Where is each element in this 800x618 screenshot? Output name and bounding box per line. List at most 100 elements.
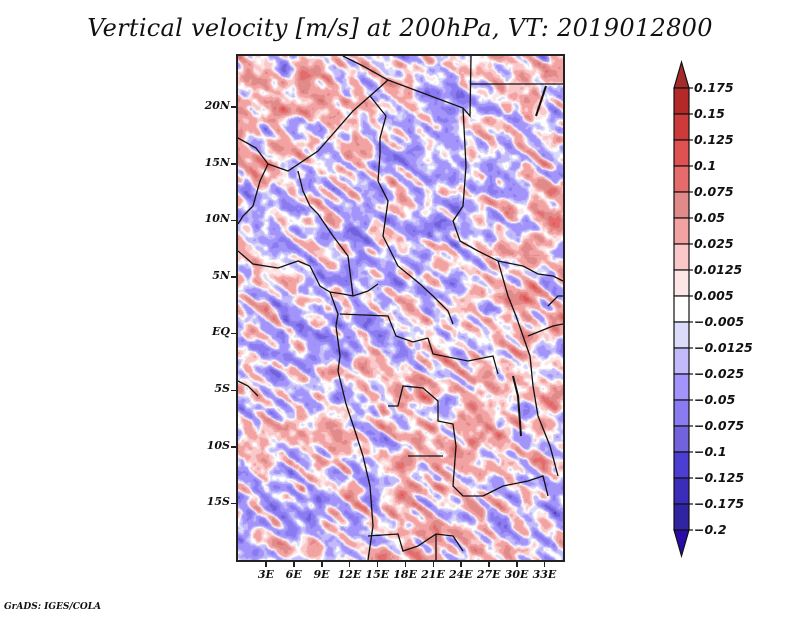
colorbar-segment [673, 295, 690, 323]
lon-tick-label: 27E [476, 568, 501, 581]
country-border [369, 95, 387, 182]
colorbar-label: 0.1 [694, 158, 717, 173]
colorbar-segment [673, 373, 690, 401]
country-border [522, 265, 563, 282]
vertical-velocity-field [238, 56, 563, 560]
lat-tick-label: 15S [206, 495, 230, 509]
country-border [297, 170, 334, 237]
colorbar-bottom-arrow [673, 529, 690, 559]
colorbar-segment [673, 347, 690, 375]
colorbar-label: 0.05 [694, 210, 725, 225]
lat-tick-label: EQ [212, 325, 230, 339]
colorbar-label: 0.175 [694, 80, 734, 95]
lat-tick-label: 20N [204, 98, 230, 112]
country-border [387, 56, 472, 118]
lat-tick [231, 389, 237, 392]
lon-tick [543, 561, 546, 567]
colorbar-label: 0.025 [694, 236, 734, 251]
colorbar-segment [673, 269, 690, 297]
lon-tick [293, 561, 295, 567]
map-plot-area [236, 54, 565, 562]
country-border [452, 107, 524, 267]
grads-credit: GrADS: IGES/COLA [4, 602, 102, 612]
colorbar-label: 0.0125 [694, 262, 743, 277]
colorbar-label: −0.175 [694, 496, 745, 511]
country-border [238, 250, 379, 297]
colorbar-segment [673, 165, 690, 193]
colorbar-top-arrow [673, 59, 690, 89]
lon-tick [376, 561, 379, 567]
country-border [332, 235, 354, 297]
lon-tick [488, 561, 490, 567]
lon-tick [516, 561, 518, 567]
lon-tick-label: 24E [448, 568, 473, 581]
chart-title: Vertical velocity [m/s] at 200hPa, VT: 2… [87, 14, 713, 42]
country-borders [238, 56, 563, 560]
lake-outline [512, 375, 522, 437]
country-border [377, 180, 454, 325]
lon-tick [460, 561, 462, 567]
country-border [388, 385, 483, 497]
lat-tick [231, 332, 237, 335]
lat-tick [231, 276, 237, 278]
lon-tick-label: 30E [504, 568, 529, 581]
colorbar-label: 0.15 [694, 106, 725, 121]
country-border [497, 260, 559, 477]
country-border [527, 323, 563, 337]
colorbar-label: −0.0125 [694, 340, 753, 355]
lon-tick-label: 33E [532, 568, 557, 581]
colorbar-segment [673, 399, 690, 427]
country-border [238, 163, 269, 225]
colorbar-label: −0.1 [694, 444, 727, 459]
country-border [367, 533, 464, 552]
colorbar-label: −0.025 [694, 366, 745, 381]
colorbar-segment [673, 139, 690, 167]
lon-tick-label: 6E [285, 568, 302, 581]
lat-tick-label: 10S [206, 438, 230, 452]
lon-tick [348, 561, 351, 567]
colorbar-segment [673, 477, 690, 505]
lon-tick-label: 15E [365, 568, 390, 581]
colorbar-label: 0.005 [694, 288, 734, 303]
colorbar-label: 0.075 [694, 184, 734, 199]
lat-tick [231, 163, 237, 165]
colorbar-segment [673, 87, 690, 115]
lat-tick-label: 15N [204, 155, 230, 169]
country-border [339, 313, 429, 343]
lat-tick [231, 446, 237, 448]
colorbar-segment [673, 425, 690, 453]
country-border [329, 291, 374, 560]
lon-tick-label: 18E [393, 568, 417, 581]
colorbar-label: −0.05 [694, 392, 736, 407]
colorbar-segment [673, 321, 690, 349]
colorbar-label: −0.075 [694, 418, 745, 433]
lat-tick [231, 106, 237, 108]
colorbar-segment [673, 503, 690, 531]
lon-tick-label: 9E [313, 568, 330, 581]
country-border [238, 380, 259, 397]
colorbar-segment [673, 191, 690, 219]
colorbar-label: −0.2 [694, 522, 727, 537]
colorbar-label: −0.125 [694, 470, 745, 485]
colorbar-segment [673, 451, 690, 479]
lon-tick [432, 561, 434, 567]
colorbar-label: 0.125 [694, 132, 734, 147]
lon-tick [321, 561, 323, 567]
country-border [238, 56, 390, 172]
lat-tick-label: 5S [214, 382, 230, 396]
country-border [482, 475, 549, 497]
lat-tick [231, 219, 237, 222]
lon-tick-label: 12E [337, 568, 362, 581]
colorbar-segment [673, 243, 690, 271]
lat-tick-label: 10N [204, 212, 230, 226]
country-border [547, 295, 563, 307]
lon-tick [404, 561, 407, 567]
lat-tick [231, 502, 237, 505]
colorbar-segment [673, 217, 690, 245]
lat-tick-label: 5N [212, 268, 230, 282]
lon-tick-label: 3E [257, 568, 274, 581]
lake-outline [535, 85, 547, 117]
colorbar-segment [673, 113, 690, 141]
colorbar-label: −0.005 [694, 314, 745, 329]
lon-tick [265, 561, 267, 567]
